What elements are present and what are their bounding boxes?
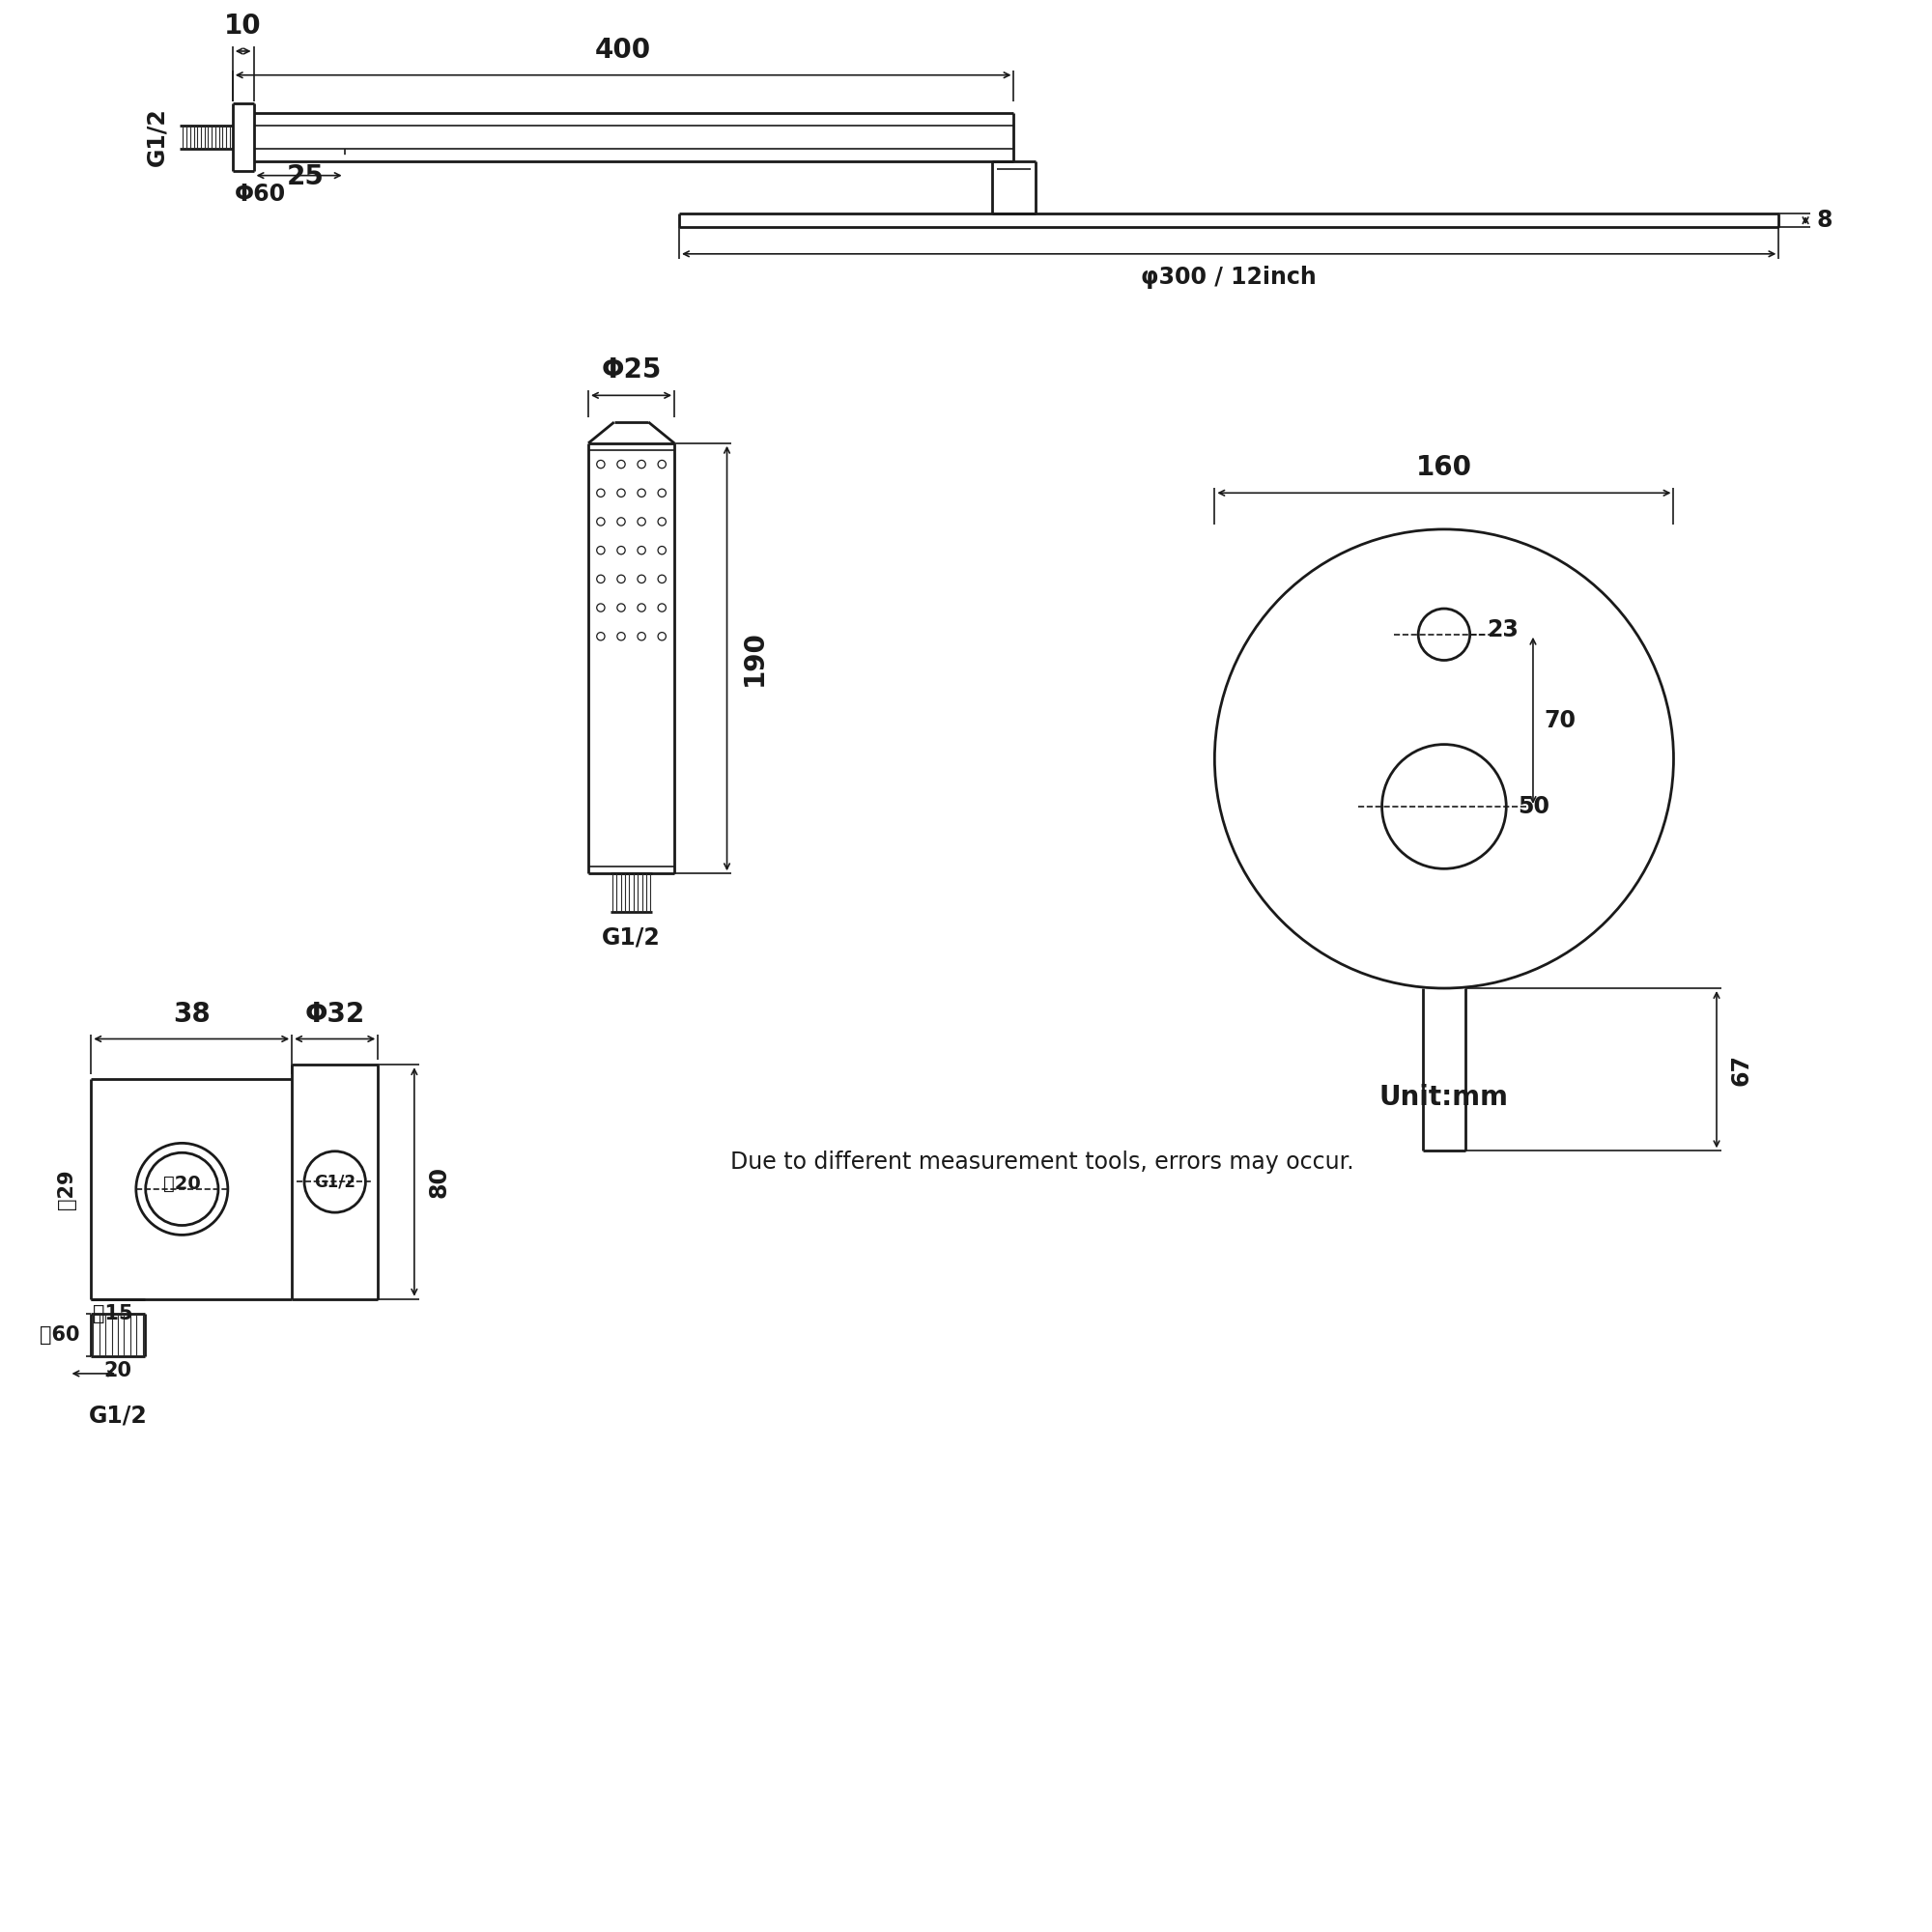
Text: G1/2: G1/2 <box>145 108 168 166</box>
Text: G1/2: G1/2 <box>315 1173 355 1190</box>
Text: Due to different measurement tools, errors may occur.: Due to different measurement tools, erro… <box>730 1151 1354 1175</box>
Text: ΢15: ΢15 <box>93 1304 133 1323</box>
Text: Φ32: Φ32 <box>305 1001 365 1028</box>
Text: G1/2: G1/2 <box>89 1405 147 1428</box>
Text: ΢29: ΢29 <box>58 1169 77 1209</box>
Text: ΢20: ΢20 <box>162 1175 201 1192</box>
Text: ΢60: ΢60 <box>39 1325 79 1345</box>
Text: 50: 50 <box>1519 794 1549 817</box>
Text: 20: 20 <box>104 1362 131 1381</box>
Text: 400: 400 <box>595 37 651 64</box>
Text: 80: 80 <box>427 1165 450 1198</box>
Text: 25: 25 <box>288 162 325 189</box>
Text: Φ25: Φ25 <box>601 357 661 384</box>
Text: φ300 / 12inch: φ300 / 12inch <box>1142 265 1318 288</box>
Text: 190: 190 <box>740 630 767 686</box>
Text: 67: 67 <box>1729 1053 1752 1086</box>
Text: 23: 23 <box>1488 618 1519 641</box>
Text: Unit:mm: Unit:mm <box>1379 1084 1509 1111</box>
Text: G1/2: G1/2 <box>603 925 661 949</box>
Text: 38: 38 <box>172 1001 211 1028</box>
Text: Φ60: Φ60 <box>234 182 286 205</box>
Text: 10: 10 <box>224 14 261 41</box>
Text: 160: 160 <box>1416 454 1472 481</box>
Text: 70: 70 <box>1544 709 1577 732</box>
Text: 8: 8 <box>1816 209 1833 232</box>
